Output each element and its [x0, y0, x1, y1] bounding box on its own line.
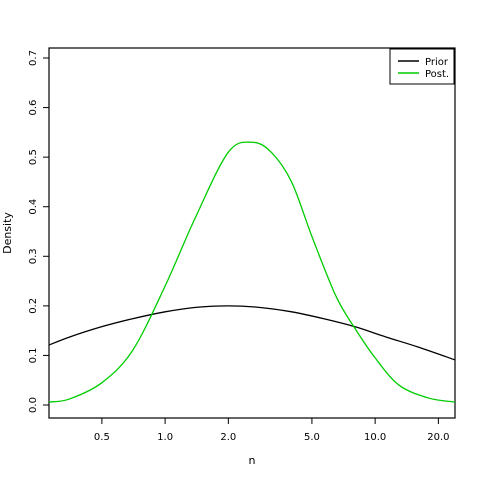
series-layer [48, 141, 456, 403]
series-line-post [48, 141, 456, 403]
x-tick-label: 10.0 [364, 432, 386, 443]
y-tick-label: 0.6 [28, 100, 39, 116]
x-tick-label: 20.0 [427, 432, 449, 443]
y-axis: 0.0 0.1 0.2 0.3 0.4 0.5 0.6 0.7 [28, 50, 50, 413]
y-tick-label: 0.2 [28, 298, 39, 314]
x-tick-label: 0.5 [94, 432, 110, 443]
legend-box [389, 48, 455, 85]
plot-frame [48, 47, 456, 419]
series-line-prior [48, 305, 456, 361]
legend-label-post: Post. [425, 69, 449, 80]
x-tick-label: 5.0 [304, 432, 320, 443]
x-axis: 0.5 1.0 2.0 5.0 10.0 20.0 [94, 417, 450, 443]
y-tick-label: 0.0 [28, 397, 39, 413]
y-tick-label: 0.1 [28, 347, 39, 363]
x-tick-label: 2.0 [220, 432, 236, 443]
y-tick-label: 0.7 [28, 50, 39, 66]
legend: Prior Post. [389, 48, 455, 85]
y-axis-label: Density [1, 212, 14, 254]
y-tick-label: 0.5 [28, 149, 39, 165]
x-axis-label: n [249, 454, 256, 467]
y-tick-label: 0.4 [28, 199, 39, 215]
y-tick-label: 0.3 [28, 248, 39, 264]
legend-label-prior: Prior [425, 57, 449, 68]
x-tick-label: 1.0 [157, 432, 173, 443]
